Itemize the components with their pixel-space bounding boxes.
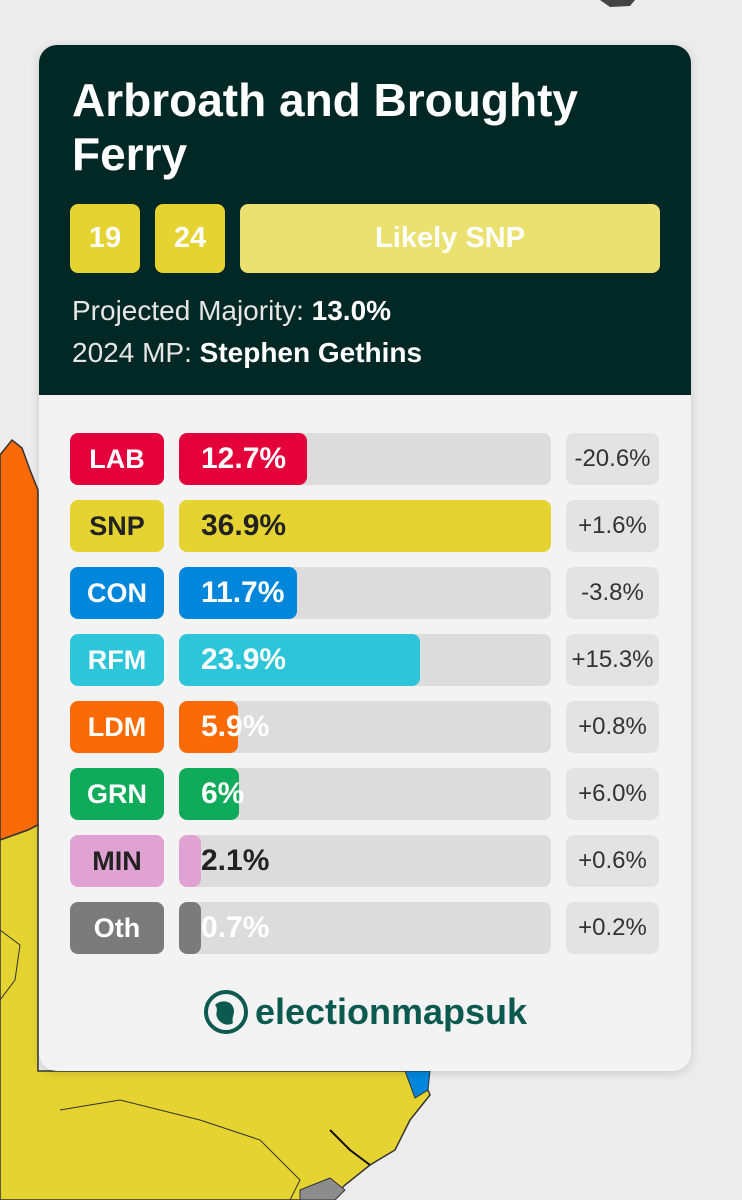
share-bar-fill bbox=[179, 768, 239, 820]
share-bar-track: 23.9% bbox=[179, 634, 551, 686]
majority-label: Projected Majority: bbox=[72, 295, 304, 326]
result-row: MIN 2.1% +0.6% bbox=[39, 835, 691, 887]
share-value: 11.7% bbox=[201, 576, 285, 609]
projected-majority: Projected Majority: 13.0% bbox=[72, 294, 391, 328]
current-mp: 2024 MP: Stephen Gethins bbox=[72, 336, 422, 370]
party-badge: LDM bbox=[70, 701, 164, 753]
share-bar-fill bbox=[179, 433, 307, 485]
share-value: 5.9% bbox=[201, 710, 270, 743]
share-value: 6% bbox=[201, 777, 245, 810]
share-bar-track: 0.7% bbox=[179, 902, 551, 954]
share-change: +0.2% bbox=[566, 902, 659, 954]
party-badge: MIN bbox=[70, 835, 164, 887]
party-badge: CON bbox=[70, 567, 164, 619]
share-bar-track: 12.7% bbox=[179, 433, 551, 485]
brand-name: electionmapsuk bbox=[254, 991, 528, 1032]
rating-badge: Likely SNP bbox=[240, 204, 660, 273]
party-badge: Oth bbox=[70, 902, 164, 954]
result-row: CON 11.7% -3.8% bbox=[39, 567, 691, 619]
constituency-title: Arbroath and Broughty Ferry bbox=[72, 74, 578, 180]
party-badge: GRN bbox=[70, 768, 164, 820]
party-badge: SNP bbox=[70, 500, 164, 552]
brand-logo: electionmapsuk bbox=[39, 985, 691, 1039]
year-24-badge: 24 bbox=[155, 204, 225, 273]
share-change: +1.6% bbox=[566, 500, 659, 552]
result-row: SNP 36.9% +1.6% bbox=[39, 500, 691, 552]
constituency-card: Arbroath and Broughty Ferry 19 24 Likely… bbox=[39, 45, 691, 1071]
result-row: Oth 0.7% +0.2% bbox=[39, 902, 691, 954]
share-bar-track: 2.1% bbox=[179, 835, 551, 887]
share-bar-fill bbox=[179, 500, 551, 552]
share-bar-fill bbox=[179, 902, 201, 954]
globe-logo-icon bbox=[203, 990, 248, 1034]
share-value: 36.9% bbox=[201, 509, 287, 542]
share-bar-fill bbox=[179, 701, 238, 753]
share-change: -3.8% bbox=[566, 567, 659, 619]
share-value: 2.1% bbox=[201, 844, 270, 877]
share-change: +0.6% bbox=[566, 835, 659, 887]
party-badge: RFM bbox=[70, 634, 164, 686]
share-value: 12.7% bbox=[201, 442, 287, 475]
share-bar-track: 6% bbox=[179, 768, 551, 820]
share-change: +0.8% bbox=[566, 701, 659, 753]
share-value: 0.7% bbox=[201, 911, 270, 944]
party-badge: LAB bbox=[70, 433, 164, 485]
share-change: +15.3% bbox=[566, 634, 659, 686]
share-bar-track: 36.9% bbox=[179, 500, 551, 552]
result-row: RFM 23.9% +15.3% bbox=[39, 634, 691, 686]
share-bar-fill bbox=[179, 835, 201, 887]
share-change: -20.6% bbox=[566, 433, 659, 485]
share-bar-fill bbox=[179, 634, 420, 686]
share-bar-track: 11.7% bbox=[179, 567, 551, 619]
mp-label: 2024 MP: bbox=[72, 337, 192, 368]
result-row: LDM 5.9% +0.8% bbox=[39, 701, 691, 753]
share-bar-fill bbox=[179, 567, 297, 619]
majority-value: 13.0% bbox=[311, 295, 392, 326]
result-row: LAB 12.7% -20.6% bbox=[39, 433, 691, 485]
year-19-badge: 19 bbox=[70, 204, 140, 273]
share-change: +6.0% bbox=[566, 768, 659, 820]
mp-name: Stephen Gethins bbox=[199, 337, 423, 368]
share-bar-track: 5.9% bbox=[179, 701, 551, 753]
result-row: GRN 6% +6.0% bbox=[39, 768, 691, 820]
card-header: Arbroath and Broughty Ferry 19 24 Likely… bbox=[39, 45, 691, 395]
share-value: 23.9% bbox=[201, 643, 287, 676]
